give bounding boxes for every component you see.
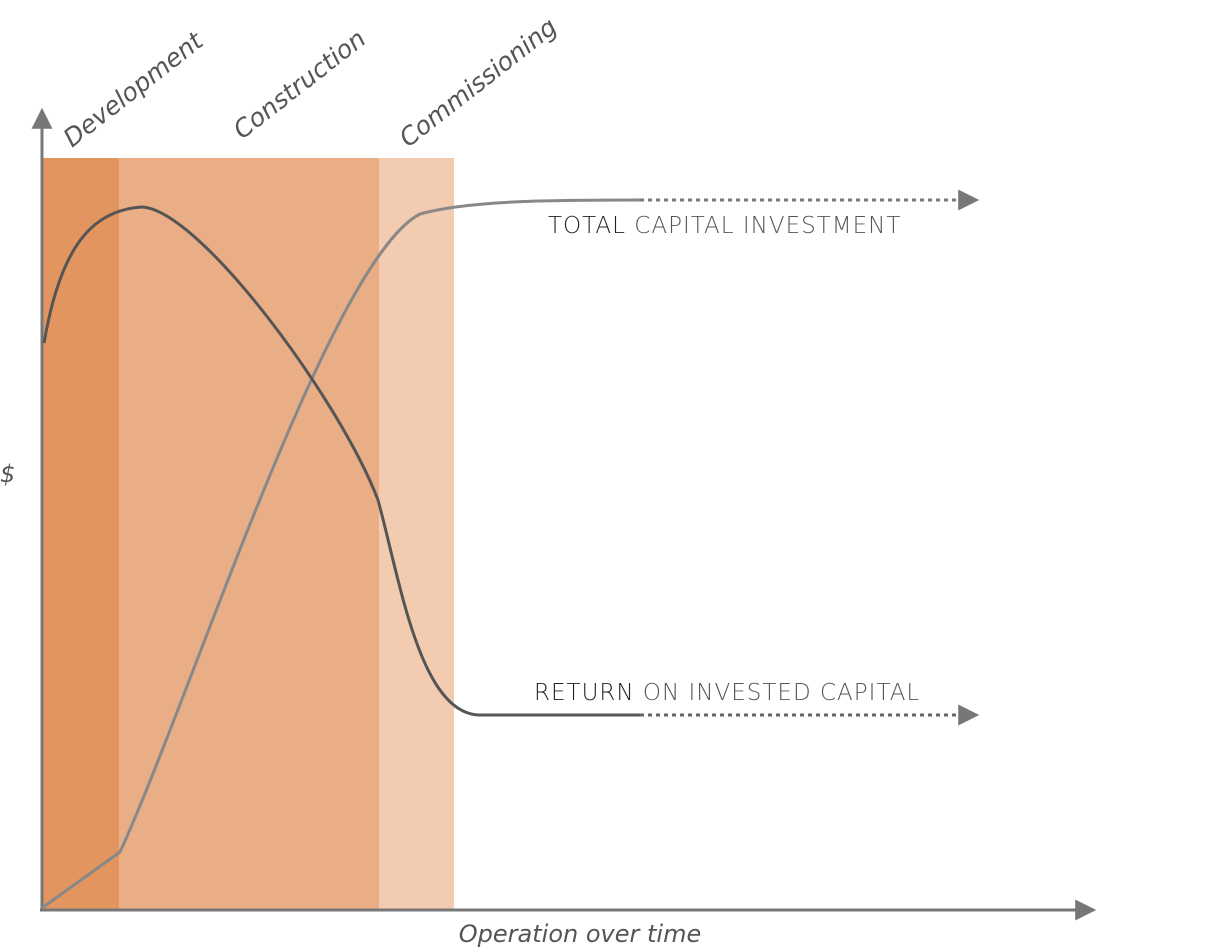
phase-label: Development <box>58 26 209 153</box>
phase-label: Construction <box>228 24 371 145</box>
y-axis-label: $ <box>0 460 15 488</box>
label-rest: CAPITAL INVESTMENT <box>634 213 901 239</box>
construction-band <box>119 158 379 910</box>
x-axis-label: Operation over time <box>459 920 701 948</box>
return-curve <box>42 205 640 717</box>
label-emphasis: RETURN <box>534 680 635 706</box>
commissioning-band <box>379 158 454 910</box>
label-emphasis: TOTAL <box>548 213 626 239</box>
curve-label: RETURN ON INVESTED CAPITAL <box>534 680 920 706</box>
curve-label: TOTAL CAPITAL INVESTMENT <box>548 213 901 239</box>
development-band <box>42 158 119 910</box>
capital-curve <box>41 198 641 910</box>
label-rest: ON INVESTED CAPITAL <box>643 680 920 706</box>
phase-label: Commissioning <box>394 12 563 153</box>
